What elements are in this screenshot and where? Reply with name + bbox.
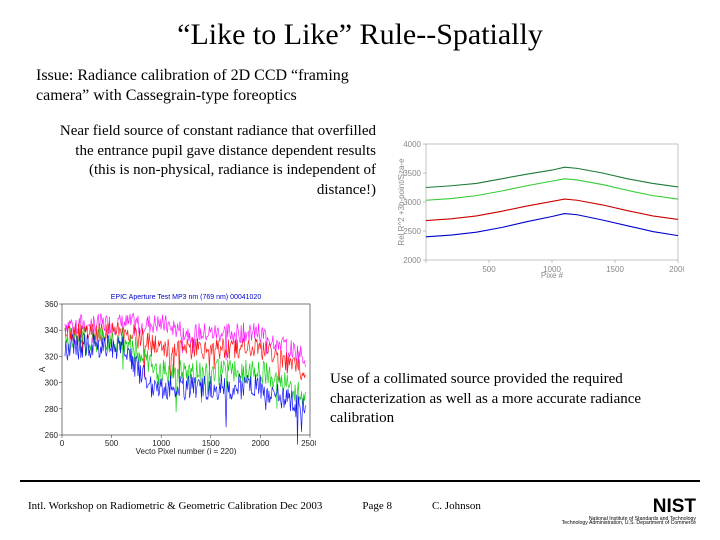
svg-text:2000: 2000 <box>403 256 421 265</box>
svg-text:Pixe #: Pixe # <box>541 271 564 280</box>
svg-text:340: 340 <box>45 326 59 335</box>
svg-text:1500: 1500 <box>606 265 624 274</box>
svg-text:Vecto Pixel number (i = 220): Vecto Pixel number (i = 220) <box>136 447 237 455</box>
svg-text:360: 360 <box>45 300 59 309</box>
svg-text:Rel R^2 +3b-point/Sza-e: Rel R^2 +3b-point/Sza-e <box>397 158 406 246</box>
svg-text:260: 260 <box>45 431 59 440</box>
chart-upper: 20002500300035004000500100015002000Pixe … <box>394 140 684 280</box>
footer-left: Intl. Workshop on Radiometric & Geometri… <box>28 500 322 512</box>
svg-text:280: 280 <box>45 405 59 414</box>
nearfield-text: Near field source of constant radiance t… <box>56 122 376 200</box>
nist-sub2: Technology Administration, U.S. Departme… <box>562 520 696 526</box>
svg-text:A: A <box>38 366 47 372</box>
svg-text:2000: 2000 <box>669 265 684 274</box>
collimated-text: Use of a collimated source provided the … <box>330 370 670 429</box>
nist-logo-text: NIST <box>562 496 696 518</box>
svg-text:300: 300 <box>45 379 59 388</box>
chart-lower: EPIC Aperture Test MP3 nm (769 nm) 00041… <box>36 290 316 455</box>
svg-text:0: 0 <box>60 439 65 448</box>
slide-title: “Like to Like” Rule--Spatially <box>36 18 684 52</box>
issue-text: Issue: Radiance calibration of 2D CCD “f… <box>36 66 396 106</box>
svg-text:500: 500 <box>482 265 496 274</box>
svg-text:320: 320 <box>45 352 59 361</box>
footer-page: Page 8 <box>362 500 392 512</box>
svg-text:4000: 4000 <box>403 140 421 149</box>
footer-author: C. Johnson <box>432 500 481 512</box>
svg-text:2500: 2500 <box>301 439 316 448</box>
nist-logo: NIST National Institute of Standards and… <box>562 496 696 526</box>
footer-divider <box>20 480 700 482</box>
svg-text:EPIC Aperture Test MP3 nm (7: EPIC Aperture Test MP3 nm (769 nm) 00041… <box>111 294 262 301</box>
svg-text:2000: 2000 <box>252 439 270 448</box>
svg-text:500: 500 <box>105 439 119 448</box>
